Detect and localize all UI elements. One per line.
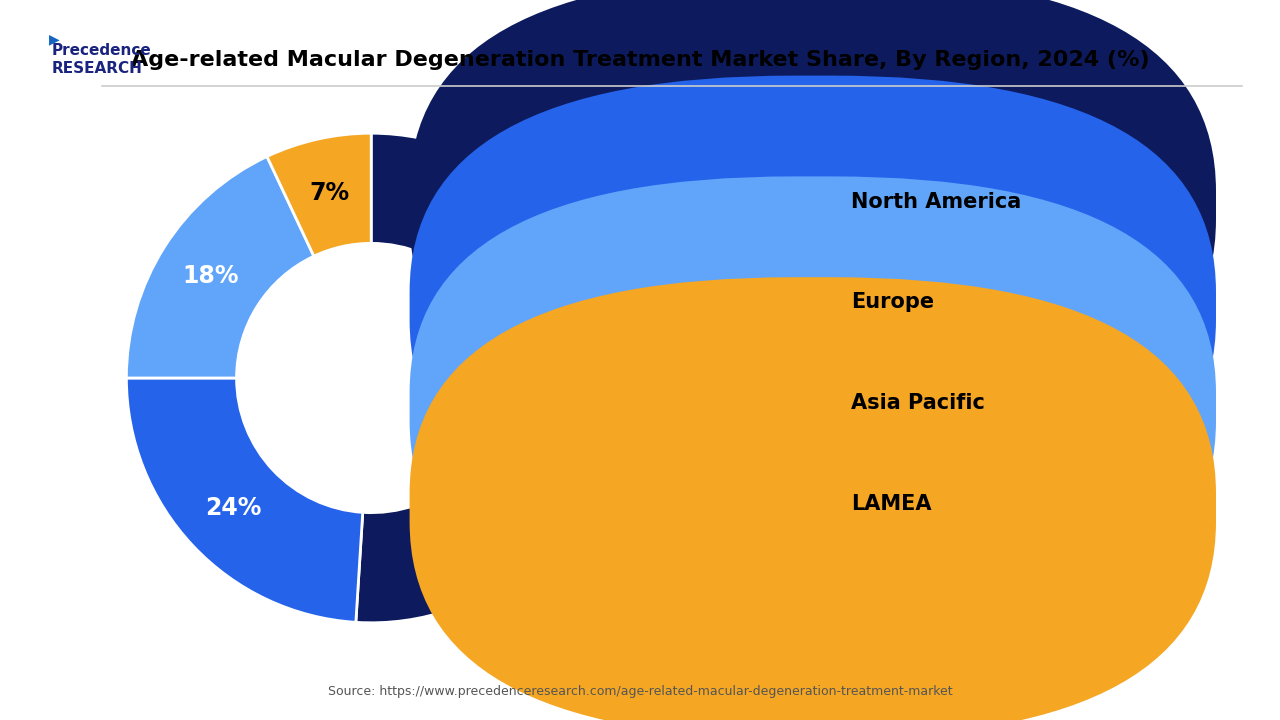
Text: Asia Pacific: Asia Pacific xyxy=(851,393,986,413)
Text: 24%: 24% xyxy=(205,496,261,520)
Text: North America: North America xyxy=(851,192,1021,212)
Text: 51%: 51% xyxy=(532,372,589,396)
Text: Precedence
RESEARCH: Precedence RESEARCH xyxy=(51,43,151,76)
Text: 18%: 18% xyxy=(183,264,239,288)
Text: 7%: 7% xyxy=(310,181,349,205)
Wedge shape xyxy=(356,133,616,623)
Text: ▶: ▶ xyxy=(49,32,59,46)
Wedge shape xyxy=(268,133,371,256)
Text: Source: https://www.precedenceresearch.com/age-related-macular-degeneration-trea: Source: https://www.precedenceresearch.c… xyxy=(328,685,952,698)
Text: LAMEA: LAMEA xyxy=(851,494,932,514)
Text: Age-related Macular Degeneration Treatment Market Share, By Region, 2024 (%): Age-related Macular Degeneration Treatme… xyxy=(131,50,1149,71)
Text: Europe: Europe xyxy=(851,292,934,312)
Wedge shape xyxy=(127,378,362,622)
Wedge shape xyxy=(127,156,314,378)
